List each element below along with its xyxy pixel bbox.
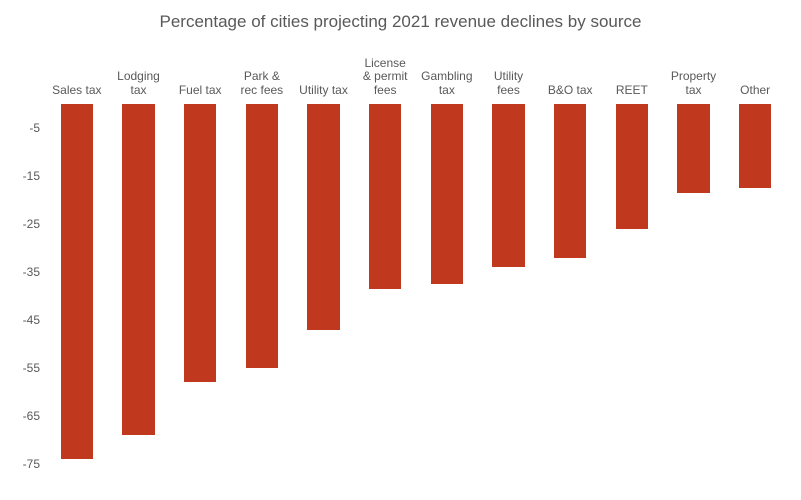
y-tick-label: -65 [23, 409, 40, 423]
bar [307, 104, 339, 330]
bar [61, 104, 93, 459]
bar [122, 104, 154, 435]
category-label: License & permit fees [363, 57, 408, 98]
category-label: Lodging tax [117, 70, 160, 98]
category-label: Park & rec fees [240, 70, 283, 98]
plot-area: -5-15-25-35-45-55-65-75Sales taxLodging … [46, 104, 786, 488]
y-tick-label: -45 [23, 313, 40, 327]
bar [492, 104, 524, 267]
revenue-decline-chart: Percentage of cities projecting 2021 rev… [0, 0, 801, 500]
chart-title: Percentage of cities projecting 2021 rev… [0, 12, 801, 32]
bar [677, 104, 709, 193]
category-label: Utility tax [299, 84, 348, 98]
category-label: REET [616, 84, 648, 98]
bar [616, 104, 648, 229]
y-tick-label: -75 [23, 457, 40, 471]
bar [184, 104, 216, 382]
category-label: B&O tax [548, 84, 593, 98]
bar [739, 104, 771, 188]
category-label: Gambling tax [421, 70, 472, 98]
y-tick-label: -55 [23, 361, 40, 375]
y-tick-label: -5 [29, 121, 40, 135]
category-label: Sales tax [52, 84, 101, 98]
y-tick-label: -35 [23, 265, 40, 279]
category-label: Other [740, 84, 770, 98]
y-tick-label: -15 [23, 169, 40, 183]
category-label: Property tax [671, 70, 716, 98]
bar [554, 104, 586, 258]
bar [431, 104, 463, 284]
category-label: Utility fees [494, 70, 523, 98]
category-label: Fuel tax [179, 84, 222, 98]
y-tick-label: -25 [23, 217, 40, 231]
bar [369, 104, 401, 289]
bar [246, 104, 278, 368]
